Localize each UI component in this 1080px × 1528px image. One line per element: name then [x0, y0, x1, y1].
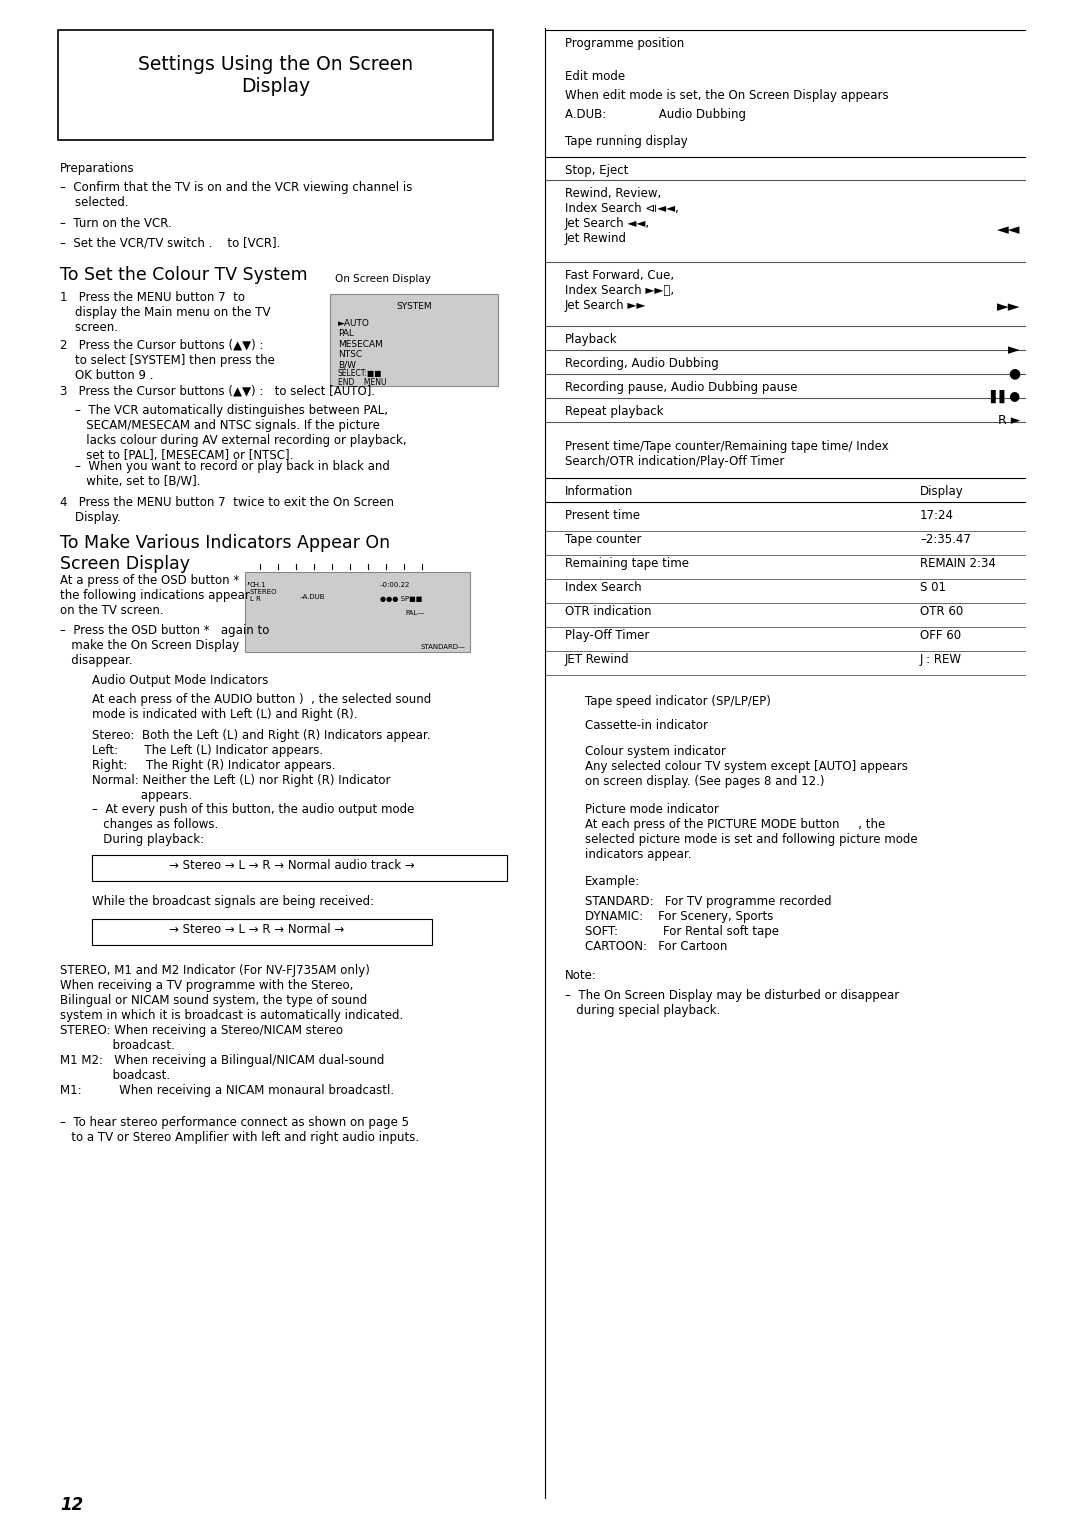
Bar	[58, 31, 492, 141]
Text: REMAIN 2:34: REMAIN 2:34	[920, 558, 996, 570]
Text: Example:: Example:	[585, 876, 640, 888]
Text: At each press of the AUDIO button )  , the selected sound
mode is indicated with: At each press of the AUDIO button ) , th…	[92, 694, 431, 721]
Text: SELECT:■■: SELECT:■■	[338, 368, 382, 377]
Text: Edit mode: Edit mode	[565, 70, 625, 83]
Text: –  Set the VCR/TV switch .    to [VCR].: – Set the VCR/TV switch . to [VCR].	[60, 235, 281, 249]
Text: STEREO, M1 and M2 Indicator (For NV-FJ735AM only)
When receiving a TV programme : STEREO, M1 and M2 Indicator (For NV-FJ73…	[60, 964, 403, 1097]
Text: 17:24: 17:24	[920, 509, 954, 523]
Text: To Set the Colour TV System: To Set the Colour TV System	[60, 266, 308, 284]
Text: OFF 60: OFF 60	[920, 630, 961, 642]
Text: Stereo:  Both the Left (L) and Right (R) Indicators appear.
Left:       The Left: Stereo: Both the Left (L) and Right (R) …	[92, 729, 431, 802]
Text: Picture mode indicator
At each press of the PICTURE MODE button     , the
select: Picture mode indicator At each press of …	[585, 804, 918, 860]
Text: Note:: Note:	[565, 969, 597, 983]
Text: –2:35.47: –2:35.47	[920, 533, 971, 545]
Text: ●●● SP■■: ●●● SP■■	[380, 596, 422, 602]
Bar	[330, 293, 498, 387]
Text: Audio Output Mode Indicators: Audio Output Mode Indicators	[92, 674, 268, 688]
Text: END    MENU: END MENU	[338, 377, 387, 387]
Text: 2   Press the Cursor buttons (▲▼) :
    to select [SYSTEM] then press the
    OK: 2 Press the Cursor buttons (▲▼) : to sel…	[60, 339, 275, 382]
Text: Fast Forward, Cue,
Index Search ►►⫣,
Jet Search ►►: Fast Forward, Cue, Index Search ►►⫣, Jet…	[565, 269, 674, 312]
Text: On Screen Display: On Screen Display	[335, 274, 431, 284]
Text: PAL—: PAL—	[405, 610, 424, 616]
Text: Cassette-in indicator: Cassette-in indicator	[585, 720, 708, 732]
Text: STANDARD—: STANDARD—	[420, 643, 465, 649]
Text: –0:00.22: –0:00.22	[380, 582, 410, 588]
Text: When edit mode is set, the On Screen Display appears: When edit mode is set, the On Screen Dis…	[565, 89, 889, 102]
Text: Tape speed indicator (SP/LP/EP): Tape speed indicator (SP/LP/EP)	[585, 695, 771, 707]
Text: ◄◄: ◄◄	[997, 222, 1020, 237]
Text: 3   Press the Cursor buttons (▲▼) :   to select [AUTO].: 3 Press the Cursor buttons (▲▼) : to sel…	[60, 385, 375, 397]
Text: Display: Display	[920, 484, 963, 498]
Text: 12: 12	[60, 1496, 83, 1514]
Text: At a press of the OSD button *  ,
the following indications appear
on the TV scr: At a press of the OSD button * , the fol…	[60, 575, 251, 617]
Text: → Stereo → L → R → Normal →: → Stereo → L → R → Normal →	[170, 923, 345, 937]
Text: J : REW: J : REW	[920, 652, 962, 666]
Text: Index Search: Index Search	[565, 581, 642, 594]
Text: Present time/Tape counter/Remaining tape time/ Index
Search/OTR indication/Play-: Present time/Tape counter/Remaining tape…	[565, 440, 889, 468]
Bar	[245, 571, 470, 652]
Text: A.DUB:              Audio Dubbing: A.DUB: Audio Dubbing	[565, 108, 746, 121]
Text: While the broadcast signals are being received:: While the broadcast signals are being re…	[92, 895, 374, 908]
Bar	[92, 856, 507, 882]
Text: Information: Information	[565, 484, 633, 498]
Text: ▌▌●: ▌▌●	[990, 390, 1020, 403]
Text: –  Turn on the VCR.: – Turn on the VCR.	[60, 217, 172, 231]
Text: Settings Using the On Screen
Display: Settings Using the On Screen Display	[138, 55, 413, 96]
Text: ►AUTO
PAL
MESECAM
NTSC
B/W: ►AUTO PAL MESECAM NTSC B/W	[338, 319, 383, 370]
Text: STANDARD:   For TV programme recorded
DYNAMIC:    For Scenery, Sports
SOFT:     : STANDARD: For TV programme recorded DYNA…	[585, 895, 832, 953]
Text: –  The On Screen Display may be disturbed or disappear
   during special playbac: – The On Screen Display may be disturbed…	[565, 989, 900, 1018]
Text: Tape counter: Tape counter	[565, 533, 642, 545]
Text: Recording, Audio Dubbing: Recording, Audio Dubbing	[565, 358, 719, 370]
Text: Playback: Playback	[565, 333, 618, 345]
Text: 4   Press the MENU button 7  twice to exit the On Screen
    Display.: 4 Press the MENU button 7 twice to exit …	[60, 497, 394, 524]
Text: –  When you want to record or play back in black and
       white, set to [B/W].: – When you want to record or play back i…	[60, 460, 390, 487]
Text: Play-Off Timer: Play-Off Timer	[565, 630, 649, 642]
Text: ●: ●	[1008, 367, 1020, 380]
Text: –  Press the OSD button *   again to
   make the On Screen Display
   disappear.: – Press the OSD button * again to make t…	[60, 623, 269, 668]
Bar	[92, 918, 432, 944]
Text: SYSTEM: SYSTEM	[396, 303, 432, 312]
Text: Remaining tape time: Remaining tape time	[565, 558, 689, 570]
Text: Programme position: Programme position	[565, 37, 685, 50]
Text: Stop, Eject: Stop, Eject	[565, 163, 629, 177]
Text: –  Confirm that the TV is on and the VCR viewing channel is
    selected.: – Confirm that the TV is on and the VCR …	[60, 180, 413, 209]
Text: –  At every push of this button, the audio output mode
   changes as follows.
  : – At every push of this button, the audi…	[92, 804, 415, 847]
Text: To Make Various Indicators Appear On
Screen Display: To Make Various Indicators Appear On Scr…	[60, 533, 390, 573]
Text: –A.DUB: –A.DUB	[300, 594, 325, 601]
Text: Preparations: Preparations	[60, 162, 135, 176]
Text: Recording pause, Audio Dubbing pause: Recording pause, Audio Dubbing pause	[565, 380, 797, 394]
Text: ►: ►	[1009, 342, 1020, 358]
Text: –  The VCR automatically distinguishes between PAL,
       SECAM/MESECAM and NTS: – The VCR automatically distinguishes be…	[60, 403, 407, 461]
Text: –  To hear stereo performance connect as shown on page 5
   to a TV or Stereo Am: – To hear stereo performance connect as …	[60, 1115, 419, 1144]
Text: JET Rewind: JET Rewind	[565, 652, 630, 666]
Text: OTR indication: OTR indication	[565, 605, 651, 617]
Text: Colour system indicator
Any selected colour TV system except [AUTO] appears
on s: Colour system indicator Any selected col…	[585, 746, 908, 788]
Text: S 01: S 01	[920, 581, 946, 594]
Text: CH.1
STEREO
L R: CH.1 STEREO L R	[249, 582, 278, 602]
Text: Tape running display: Tape running display	[565, 134, 688, 148]
Text: Present time: Present time	[565, 509, 640, 523]
Text: Rewind, Review,
Index Search ⧏◄◄,
Jet Search ◄◄,
Jet Rewind: Rewind, Review, Index Search ⧏◄◄, Jet Se…	[565, 186, 679, 244]
Text: OTR 60: OTR 60	[920, 605, 963, 617]
Text: R ►: R ►	[998, 414, 1020, 426]
Text: Repeat playback: Repeat playback	[565, 405, 663, 419]
Text: → Stereo → L → R → Normal audio track →: → Stereo → L → R → Normal audio track →	[170, 859, 415, 872]
Text: ►►: ►►	[997, 299, 1020, 313]
Text: 1   Press the MENU button 7  to
    display the Main menu on the TV
    screen.: 1 Press the MENU button 7 to display the…	[60, 290, 270, 335]
